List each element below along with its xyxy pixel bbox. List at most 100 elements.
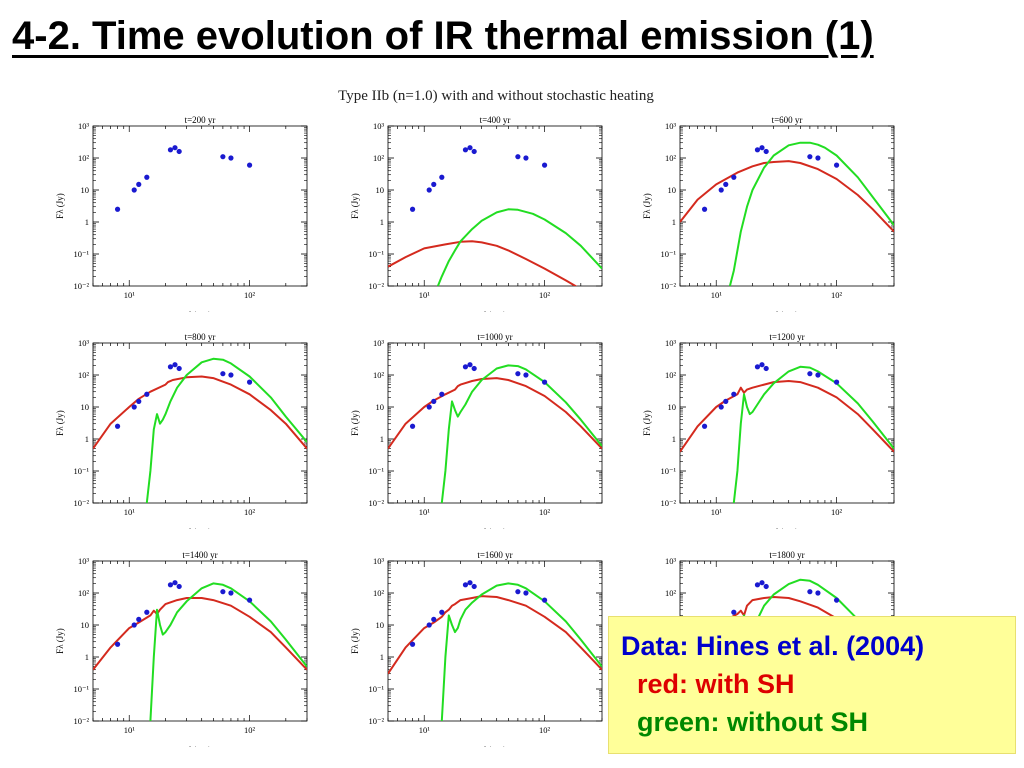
chart-panel: 10⁻² 10⁻¹ 1 10 10² 10³ 10¹ 10² t=1400 yr λ(μm) Fλ … [55, 550, 308, 747]
x-tick-label: 10¹ [711, 290, 723, 300]
green-without-sh-line [436, 208, 602, 286]
data-point [144, 609, 150, 615]
y-tick-label: 1 [380, 652, 384, 662]
green-without-sh-line [728, 141, 894, 286]
data-point [409, 423, 416, 429]
data-point [759, 580, 765, 586]
y-tick-label: 10⁻² [368, 498, 384, 508]
data-point [409, 206, 416, 212]
y-tick-label: 10³ [78, 338, 90, 348]
y-axis-label: Fλ (Jy) [55, 193, 65, 219]
chart-panel: 10⁻² 10⁻¹ 1 10 10² 10³ 10¹ 10² t=600 yr λ(μm) Fλ (… [642, 115, 895, 312]
y-tick-label: 10² [665, 153, 677, 163]
panel-title: t=600 yr [772, 115, 803, 125]
y-axis-label: Fλ (Jy) [642, 193, 652, 219]
curves-group [388, 364, 602, 503]
data-point [136, 181, 142, 187]
curves-group [93, 357, 307, 503]
data-point [426, 622, 432, 628]
red-line-label: red: with SH [637, 669, 795, 699]
y-tick-label: 1 [85, 652, 89, 662]
x-axis-label: λ(μm) [189, 527, 211, 529]
data-point [515, 154, 521, 160]
red-with-sh-line [388, 240, 578, 286]
data-point [763, 365, 769, 372]
data-point [176, 365, 182, 372]
data-point [114, 641, 121, 647]
y-tick-label: 10 [668, 185, 677, 195]
data-point [426, 404, 432, 410]
green-without-sh-line [440, 364, 602, 503]
y-axis-label: Fλ (Jy) [642, 410, 652, 436]
curves-group [680, 365, 894, 503]
data-point [114, 206, 121, 212]
data-point [431, 616, 437, 622]
y-tick-label: 10⁻¹ [73, 466, 89, 476]
y-tick-label: 10² [78, 153, 90, 163]
data-point [731, 391, 737, 397]
y-tick-label: 1 [85, 434, 89, 444]
data-point [541, 162, 548, 168]
data-point [144, 174, 150, 180]
chart-panel: 10⁻² 10⁻¹ 1 10 10² 10³ 10¹ 10² t=800 yr λ(μm) Fλ (… [55, 332, 308, 529]
data-point [114, 423, 121, 429]
plot-frame [679, 125, 895, 287]
y-tick-label: 10 [376, 185, 385, 195]
x-tick-label: 10¹ [419, 507, 431, 517]
data-point [131, 187, 137, 193]
y-tick-label: 10² [373, 153, 385, 163]
data-point [144, 391, 150, 397]
y-axis-label: Fλ (Jy) [350, 410, 360, 436]
data-point [718, 187, 724, 193]
green-line-label: green: without SH [637, 707, 868, 737]
panel-title: t=200 yr [185, 115, 216, 125]
green-without-sh-line [145, 357, 307, 503]
y-tick-label: 10⁻¹ [660, 466, 676, 476]
x-tick-label: 10² [539, 290, 551, 300]
panel-title: t=800 yr [185, 332, 216, 342]
data-point [167, 582, 174, 588]
y-tick-label: 10² [665, 370, 677, 380]
y-tick-label: 10⁻² [368, 281, 384, 291]
y-tick-label: 10⁻² [73, 498, 89, 508]
y-tick-label: 10⁻¹ [368, 684, 384, 694]
plot-frame [679, 342, 895, 504]
x-axis-label: λ(μm) [484, 745, 506, 747]
chart-panel: 10⁻² 10⁻¹ 1 10 10² 10³ 10¹ 10² t=1000 yr λ(μm) Fλ … [350, 332, 603, 529]
y-axis-label: Fλ (Jy) [350, 628, 360, 654]
data-point [426, 187, 432, 193]
data-point [541, 597, 548, 603]
panel-title: t=1000 yr [477, 332, 512, 342]
data-point [807, 371, 813, 377]
y-tick-label: 10³ [373, 121, 385, 131]
data-point [228, 590, 234, 596]
data-point [759, 145, 765, 151]
x-axis-label: λ(μm) [776, 527, 798, 529]
y-tick-label: 10⁻¹ [73, 249, 89, 259]
y-tick-label: 10 [668, 402, 677, 412]
y-tick-label: 10⁻² [660, 281, 676, 291]
data-point [167, 147, 174, 153]
x-axis-label: λ(μm) [484, 527, 506, 529]
y-axis-label: Fλ (Jy) [350, 193, 360, 219]
data-point [409, 641, 416, 647]
data-point [467, 145, 473, 151]
y-tick-label: 1 [380, 217, 384, 227]
red-with-sh-line [680, 160, 894, 233]
data-point [523, 372, 529, 378]
data-point [515, 371, 521, 377]
y-tick-label: 10³ [373, 338, 385, 348]
x-tick-label: 10² [539, 725, 551, 735]
data-point [467, 362, 473, 368]
data-point [246, 379, 253, 385]
figure-title: Type IIb (n=1.0) with and without stocha… [338, 88, 654, 104]
curves-group [388, 208, 602, 286]
data-point [439, 391, 445, 397]
data-point [754, 364, 761, 370]
y-tick-label: 10³ [78, 121, 90, 131]
x-tick-label: 10¹ [419, 725, 431, 735]
data-point [754, 147, 761, 153]
plot-frame [92, 560, 308, 722]
chart-panel: 10⁻² 10⁻¹ 1 10 10² 10³ 10¹ 10² t=400 yr λ(μm) Fλ (… [350, 115, 603, 312]
y-tick-label: 10⁻² [73, 716, 89, 726]
